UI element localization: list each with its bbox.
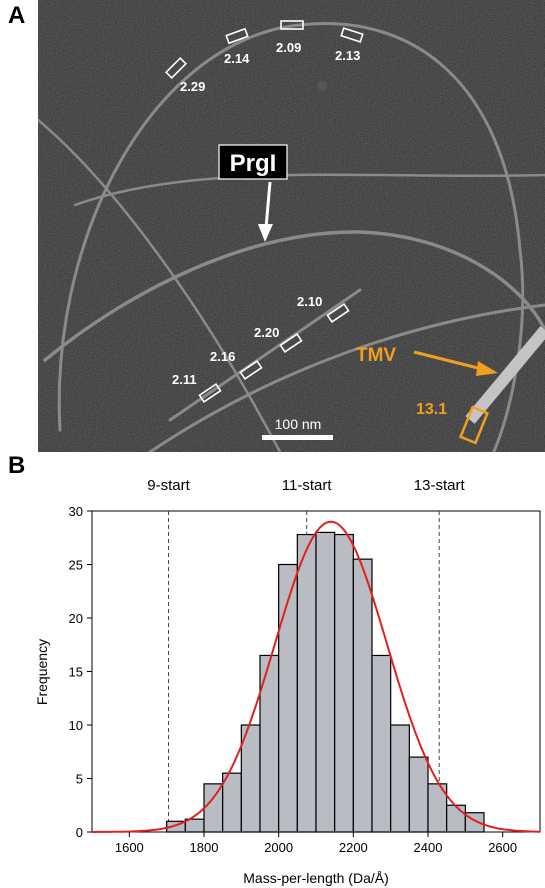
histogram-bars: [166, 531, 485, 833]
measurement-label: 2.13: [335, 48, 360, 63]
measurement-label: 2.20: [254, 325, 279, 340]
filament-horizontal: [73, 173, 545, 207]
histogram-bar: [203, 783, 224, 833]
y-tick-label: 25: [69, 558, 83, 573]
x-axis-label: Mass-per-length (Da/Å): [243, 870, 389, 886]
measurement-box: [164, 56, 188, 80]
x-axis-ticks: 1600 1800 2000 2200 2400 2600: [115, 832, 517, 855]
reference-line-label: 9-start: [147, 477, 190, 494]
y-tick-label: 20: [69, 611, 83, 626]
prgi-arrow-head: [258, 224, 273, 242]
filament-arc-large: [57, 22, 525, 452]
tmv-filament: [465, 326, 545, 424]
measurement-box: [279, 332, 303, 354]
debris-spot: [317, 81, 327, 91]
histogram-bar: [371, 654, 392, 833]
histogram-bar: [278, 563, 298, 833]
prgi-label: PrgI: [230, 150, 277, 177]
filament-lower: [148, 303, 545, 452]
tmv-arrow-head: [476, 361, 498, 376]
measurement-boxes-diag: [198, 302, 350, 404]
histogram-bar: [315, 531, 336, 833]
histogram-bar: [408, 756, 429, 833]
tmv-value-label: 13.1: [416, 401, 447, 418]
tmv-measurement-box: [458, 405, 490, 445]
measurement-box: [280, 20, 304, 30]
histogram-bar: [334, 533, 354, 833]
histogram-bar: [222, 772, 242, 833]
x-tick-label: 2000: [264, 840, 293, 855]
x-tick-label: 1600: [115, 840, 144, 855]
histogram-bar: [390, 724, 410, 833]
x-tick-label: 2600: [488, 840, 517, 855]
measurement-box: [326, 302, 350, 324]
prgi-label-box: [218, 144, 288, 180]
reference-line-label: 13-start: [414, 477, 466, 494]
filament-cross-left: [38, 118, 282, 452]
panel-b-letter: B: [8, 452, 26, 479]
scale-bar: [262, 435, 333, 440]
x-tick-label: 2200: [339, 840, 368, 855]
reference-line-labels: 9-start 11-start 13-start: [147, 477, 465, 494]
micrograph: 2.29 2.14 2.09 2.13 2.10 2.20 2.16 2.11 …: [38, 0, 545, 452]
tmv-label: TMV: [356, 345, 396, 366]
measurement-box: [225, 27, 249, 45]
measurement-label: 2.11: [172, 372, 197, 387]
y-tick-label: 0: [76, 825, 83, 840]
scale-bar-label: 100 nm: [275, 416, 322, 432]
measurement-box: [198, 382, 222, 404]
filament-prgi-upper: [43, 230, 545, 362]
y-tick-label: 5: [76, 772, 83, 787]
measurement-label: 2.14: [224, 51, 250, 66]
histogram-bar: [296, 533, 317, 833]
reference-line-label: 11-start: [282, 477, 333, 494]
x-tick-label: 1800: [190, 840, 219, 855]
panel-a-letter: A: [8, 2, 26, 29]
y-tick-label: 10: [69, 718, 83, 733]
x-tick-label: 2400: [414, 840, 443, 855]
prgi-arrow-shaft: [264, 181, 272, 229]
gaussian-fit-curve: [92, 520, 540, 833]
measurement-box: [239, 359, 263, 381]
y-axis-label: Frequency: [34, 639, 50, 705]
measurement-label: 2.16: [210, 349, 235, 364]
y-tick-label: 30: [69, 504, 83, 519]
histogram-chart: 1600 1800 2000 2200 2400 2600 0 5 10 15 20 25 30 9-…: [34, 477, 541, 886]
measurement-box: [340, 27, 364, 43]
measurement-boxes-top: [164, 20, 364, 80]
y-tick-label: 15: [69, 665, 83, 680]
measurement-label: 2.10: [297, 294, 322, 309]
filaments: [38, 22, 545, 452]
measurement-label: 2.09: [276, 40, 301, 55]
y-axis-ticks: 0 5 10 15 20 25 30: [69, 504, 92, 840]
measurement-label: 2.29: [180, 79, 205, 94]
micrograph-noise: [38, 0, 545, 452]
histogram-bar: [352, 558, 373, 833]
measurement-labels: 2.29 2.14 2.09 2.13 2.10 2.20 2.16 2.11: [172, 40, 360, 387]
tmv-arrow-shaft: [413, 350, 483, 371]
histogram-bar: [446, 804, 466, 833]
